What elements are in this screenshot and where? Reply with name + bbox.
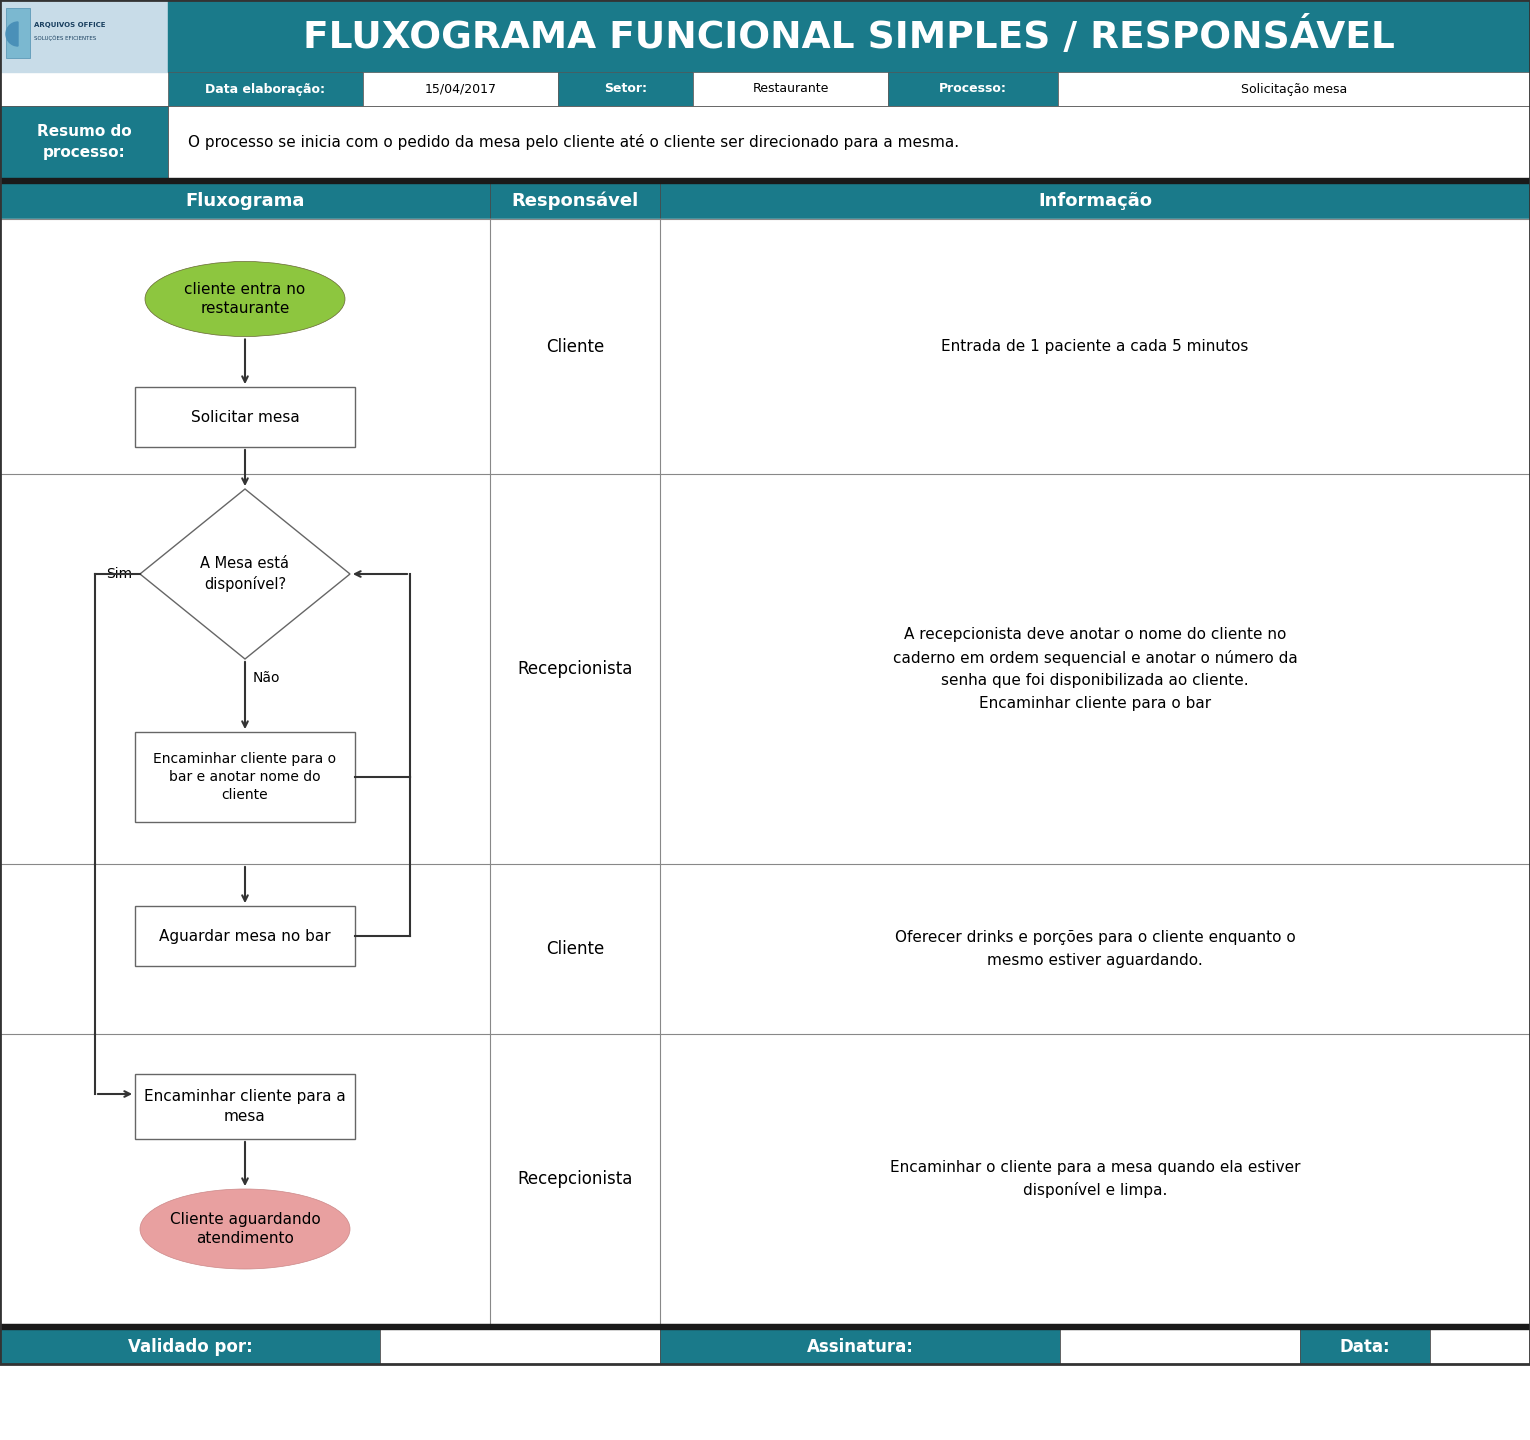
Bar	[693, 72, 887, 107]
Text: Fluxograma: Fluxograma	[185, 192, 304, 210]
Text: Recepcionista: Recepcionista	[517, 660, 633, 678]
Wedge shape	[6, 22, 18, 46]
Bar	[558, 72, 693, 107]
Text: Encaminhar o cliente para a mesa quando ela estiver
disponível e limpa.: Encaminhar o cliente para a mesa quando …	[890, 1159, 1300, 1198]
Bar	[1300, 1329, 1431, 1364]
Text: Resumo do
processo:: Resumo do processo:	[37, 124, 132, 160]
Text: Setor:: Setor:	[604, 82, 647, 95]
Bar	[0, 107, 168, 179]
Text: FLUXOGRAMA FUNCIONAL SIMPLES / RESPONSÁVEL: FLUXOGRAMA FUNCIONAL SIMPLES / RESPONSÁV…	[303, 16, 1395, 56]
Text: A recepcionista deve anotar o nome do cliente no
caderno em ordem sequencial e a: A recepcionista deve anotar o nome do cl…	[892, 628, 1297, 710]
Bar	[0, 1034, 1530, 1323]
Text: cliente entra no
restaurante: cliente entra no restaurante	[185, 282, 306, 317]
Bar	[0, 1323, 1530, 1329]
Bar	[659, 1329, 1060, 1364]
Text: Cliente: Cliente	[546, 940, 604, 958]
Bar	[490, 183, 659, 219]
Bar	[168, 72, 363, 107]
Text: Informação: Informação	[1037, 192, 1152, 210]
Bar	[0, 219, 1530, 474]
Bar	[135, 387, 355, 446]
Text: Solicitar mesa: Solicitar mesa	[191, 409, 300, 425]
Bar	[0, 179, 1530, 183]
Bar	[1059, 72, 1530, 107]
Text: Entrada de 1 paciente a cada 5 minutos: Entrada de 1 paciente a cada 5 minutos	[941, 338, 1248, 354]
Bar	[168, 0, 1530, 72]
Text: Encaminhar cliente para a
mesa: Encaminhar cliente para a mesa	[144, 1089, 346, 1123]
Text: Encaminhar cliente para o
bar e anotar nome do
cliente: Encaminhar cliente para o bar e anotar n…	[153, 752, 337, 802]
Ellipse shape	[141, 1189, 350, 1269]
Text: 15/04/2017: 15/04/2017	[424, 82, 497, 95]
Bar	[659, 183, 1530, 219]
Text: Restaurante: Restaurante	[753, 82, 829, 95]
Text: Processo:: Processo:	[939, 82, 1007, 95]
Text: ARQUIVOS OFFICE: ARQUIVOS OFFICE	[34, 22, 106, 27]
Bar	[1060, 1329, 1300, 1364]
Ellipse shape	[145, 262, 344, 337]
Bar	[0, 183, 490, 219]
Text: Assinatura:: Assinatura:	[806, 1338, 913, 1355]
Text: Solicitação mesa: Solicitação mesa	[1241, 82, 1346, 95]
Bar	[0, 1329, 379, 1364]
Text: Recepcionista: Recepcionista	[517, 1169, 633, 1188]
Bar	[135, 1074, 355, 1139]
Text: Cliente: Cliente	[546, 337, 604, 356]
Bar	[0, 864, 1530, 1034]
Text: Oferecer drinks e porções para o cliente enquanto o
mesmo estiver aguardando.: Oferecer drinks e porções para o cliente…	[895, 930, 1296, 968]
Text: Cliente aguardando
atendimento: Cliente aguardando atendimento	[170, 1211, 320, 1247]
Bar	[887, 72, 1059, 107]
Polygon shape	[141, 490, 350, 660]
Bar	[363, 72, 558, 107]
Bar	[135, 906, 355, 966]
Text: Sim: Sim	[106, 567, 132, 580]
Text: Responsável: Responsável	[511, 192, 638, 210]
Text: Validado por:: Validado por:	[127, 1338, 252, 1355]
Text: Não: Não	[252, 671, 280, 685]
Bar	[168, 107, 1530, 179]
Text: Data elaboração:: Data elaboração:	[205, 82, 326, 95]
Text: Data:: Data:	[1340, 1338, 1391, 1355]
Bar	[6, 9, 31, 58]
Text: SOLUÇÕES EFICIENTES: SOLUÇÕES EFICIENTES	[34, 35, 96, 40]
Text: Aguardar mesa no bar: Aguardar mesa no bar	[159, 929, 330, 943]
Text: A Mesa está
disponível?: A Mesa está disponível?	[200, 556, 289, 592]
Text: O processo se inicia com o pedido da mesa pelo cliente até o cliente ser direcio: O processo se inicia com o pedido da mes…	[188, 134, 959, 150]
Bar	[0, 0, 168, 72]
Bar	[1431, 1329, 1530, 1364]
Bar	[135, 732, 355, 822]
Bar	[0, 474, 1530, 864]
Bar	[379, 1329, 659, 1364]
